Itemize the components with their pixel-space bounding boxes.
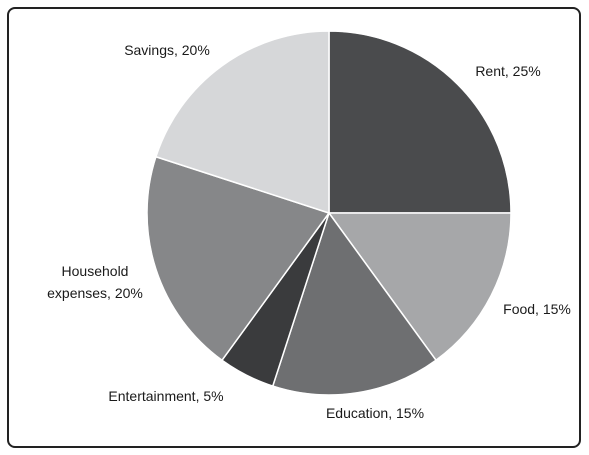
pie-labels: Rent, 25% Food, 15% Education, 15% Entertai… [47, 42, 571, 421]
slice-label-1: Food, 15% [503, 301, 571, 317]
slice-label-5: Savings, 20% [124, 42, 210, 58]
slice-label-3: Entertainment, 5% [108, 388, 223, 404]
slice-label-0: Rent, 25% [475, 63, 540, 79]
slice-label-4: Household expenses, 20% [47, 263, 143, 301]
pie-slices [146, 30, 512, 396]
slice-label-2: Education, 15% [326, 405, 424, 421]
pie-slice-0 [328, 30, 512, 214]
pie-outline [146, 30, 512, 396]
